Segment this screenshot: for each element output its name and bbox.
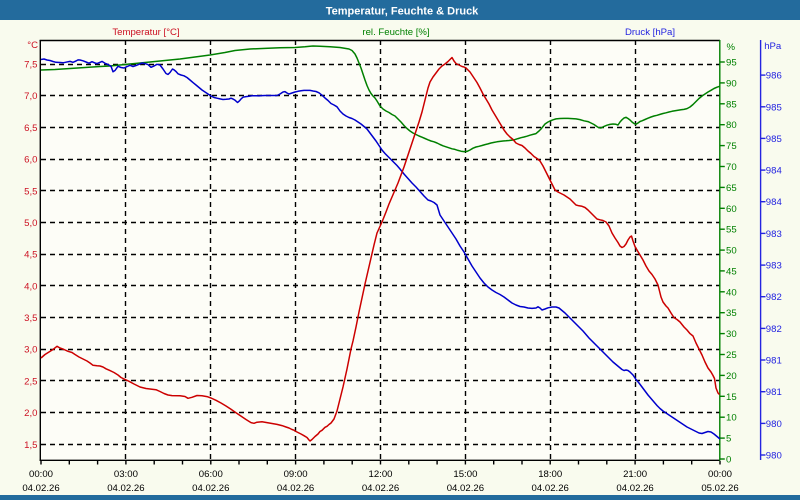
svg-text:983: 983 — [766, 261, 782, 272]
svg-text:4,5: 4,5 — [24, 250, 37, 261]
svg-text:90: 90 — [726, 78, 737, 89]
svg-text:04.02.26: 04.02.26 — [362, 483, 399, 494]
svg-text:982: 982 — [766, 292, 782, 303]
svg-text:5,5: 5,5 — [24, 186, 37, 197]
svg-text:04.02.26: 04.02.26 — [277, 483, 314, 494]
svg-text:45: 45 — [726, 266, 737, 277]
svg-text:6,5: 6,5 — [24, 123, 37, 134]
svg-text:04.02.26: 04.02.26 — [107, 483, 144, 494]
svg-text:5: 5 — [726, 434, 731, 445]
svg-text:04.02.26: 04.02.26 — [22, 483, 59, 494]
svg-text:981: 981 — [766, 356, 782, 367]
svg-text:1,5: 1,5 — [24, 440, 37, 451]
svg-text:981: 981 — [766, 387, 782, 398]
svg-text:04.02.26: 04.02.26 — [447, 483, 484, 494]
svg-text:04.02.26: 04.02.26 — [532, 483, 569, 494]
svg-text:80: 80 — [726, 120, 737, 131]
svg-text:6,0: 6,0 — [24, 155, 37, 166]
svg-text:%: % — [727, 42, 736, 53]
svg-text:20: 20 — [726, 371, 737, 382]
svg-text:985: 985 — [766, 102, 782, 113]
svg-text:Druck [hPa]: Druck [hPa] — [625, 27, 675, 38]
svg-text:50: 50 — [726, 246, 737, 257]
svg-text:7,0: 7,0 — [24, 91, 37, 102]
svg-text:04.02.26: 04.02.26 — [192, 483, 229, 494]
svg-text:°C: °C — [27, 40, 38, 51]
svg-text:60: 60 — [726, 204, 737, 215]
svg-text:95: 95 — [726, 58, 737, 69]
svg-text:980: 980 — [766, 419, 782, 430]
svg-text:3,0: 3,0 — [24, 345, 37, 356]
svg-text:06:00: 06:00 — [199, 469, 223, 480]
svg-text:12:00: 12:00 — [368, 469, 392, 480]
svg-text:85: 85 — [726, 99, 737, 110]
svg-text:5,0: 5,0 — [24, 218, 37, 229]
svg-text:03:00: 03:00 — [114, 469, 138, 480]
svg-text:982: 982 — [766, 324, 782, 335]
svg-text:984: 984 — [766, 197, 783, 208]
svg-text:09:00: 09:00 — [284, 469, 308, 480]
svg-text:00:00: 00:00 — [29, 469, 53, 480]
svg-text:4,0: 4,0 — [24, 281, 37, 292]
svg-text:980: 980 — [766, 451, 782, 462]
svg-text:35: 35 — [726, 308, 737, 319]
svg-text:65: 65 — [726, 183, 737, 194]
svg-text:25: 25 — [726, 350, 737, 361]
svg-text:75: 75 — [726, 141, 737, 152]
svg-text:Temperatur [°C]: Temperatur [°C] — [112, 27, 179, 38]
svg-text:10: 10 — [726, 413, 737, 424]
svg-text:2,0: 2,0 — [24, 408, 37, 419]
svg-text:40: 40 — [726, 287, 737, 298]
svg-text:Temperatur, Feuchte & Druck: Temperatur, Feuchte & Druck — [326, 6, 479, 18]
svg-text:70: 70 — [726, 162, 737, 173]
svg-text:986: 986 — [766, 71, 782, 82]
svg-text:15:00: 15:00 — [453, 469, 477, 480]
svg-text:15: 15 — [726, 392, 737, 403]
svg-text:2,5: 2,5 — [24, 376, 37, 387]
svg-text:30: 30 — [726, 329, 737, 340]
svg-text:984: 984 — [766, 166, 783, 177]
svg-text:983: 983 — [766, 229, 782, 240]
svg-text:05.02.26: 05.02.26 — [701, 483, 738, 494]
svg-text:21:00: 21:00 — [623, 469, 647, 480]
svg-text:7,5: 7,5 — [24, 60, 37, 71]
svg-text:55: 55 — [726, 225, 737, 236]
svg-text:rel. Feuchte [%]: rel. Feuchte [%] — [362, 27, 429, 38]
svg-text:18:00: 18:00 — [538, 469, 562, 480]
svg-text:04.02.26: 04.02.26 — [616, 483, 653, 494]
svg-text:985: 985 — [766, 134, 782, 145]
svg-text:hPa: hPa — [764, 41, 782, 52]
svg-text:3,5: 3,5 — [24, 313, 37, 324]
svg-text:00:00: 00:00 — [708, 469, 732, 480]
svg-text:0: 0 — [726, 455, 731, 466]
